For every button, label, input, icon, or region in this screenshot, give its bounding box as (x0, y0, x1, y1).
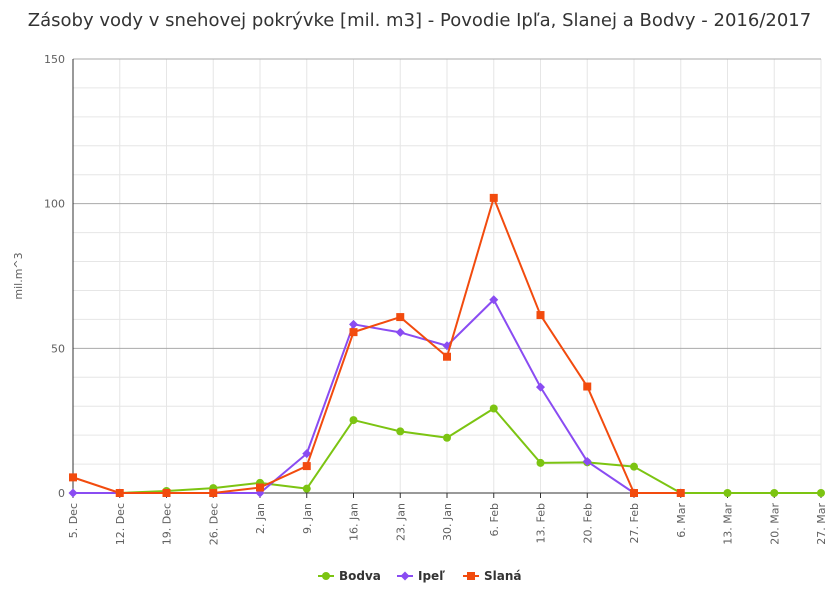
data-point-slana[interactable] (115, 489, 124, 497)
x-tick-label: 26. Dec (207, 503, 220, 545)
data-point-slana[interactable] (256, 483, 264, 492)
data-point-ipel[interactable] (582, 456, 592, 466)
data-point-slana[interactable] (583, 382, 592, 391)
data-point-bodva[interactable] (443, 433, 451, 442)
data-point-bodva[interactable] (770, 489, 779, 497)
x-tick-label: 9. Jan (301, 503, 314, 534)
x-tick-label: 13. Feb (535, 503, 548, 543)
data-point-ipel[interactable] (489, 295, 499, 305)
data-point-bodva[interactable] (396, 427, 405, 436)
legend-label: Ipeľ (418, 569, 445, 583)
data-point-ipel[interactable] (68, 488, 78, 498)
series-line-slana (72, 196, 681, 494)
y-tick-label: 100 (44, 198, 65, 211)
data-point-slana[interactable] (630, 489, 638, 497)
legend-marker (400, 571, 410, 581)
x-tick-label: 27. Mar (815, 503, 828, 545)
data-point-ipel[interactable] (536, 382, 545, 392)
x-tick-label: 6. Mar (675, 503, 688, 538)
data-point-slana[interactable] (162, 489, 171, 497)
data-point-bodva[interactable] (630, 462, 638, 471)
x-tick-label: 19. Dec (161, 503, 174, 545)
legend-label: Bodva (339, 569, 381, 583)
x-tick-label: 20. Mar (768, 503, 781, 545)
y-tick-label: 0 (58, 487, 65, 500)
data-point-bodva[interactable] (723, 489, 732, 497)
y-axis-title: mil.m^3 (12, 252, 25, 299)
data-point-slana[interactable] (209, 489, 218, 497)
data-point-bodva[interactable] (489, 404, 498, 413)
legend-item-slana[interactable]: Slaná (463, 569, 522, 583)
legend-marker (322, 572, 330, 580)
data-point-slana[interactable] (489, 193, 498, 202)
x-tick-label: 23. Jan (394, 503, 407, 541)
x-tick-label: 30. Jan (441, 503, 454, 541)
data-point-bodva[interactable] (349, 416, 358, 425)
x-tick-label: 13. Mar (722, 503, 735, 545)
data-point-ipel[interactable] (349, 319, 358, 329)
legend-item-bodva[interactable]: Bodva (318, 569, 381, 583)
x-tick-label: 27. Feb (628, 503, 641, 543)
data-point-slana[interactable] (536, 311, 545, 320)
data-point-ipel[interactable] (302, 449, 312, 459)
legend-marker (467, 572, 475, 580)
chart-title: Zásoby vody v snehovej pokrývke [mil. m3… (27, 10, 812, 31)
y-tick-label: 50 (51, 342, 65, 355)
series-slana (69, 193, 685, 497)
data-point-slana[interactable] (302, 462, 311, 471)
x-tick-label: 6. Feb (488, 503, 501, 536)
data-point-slana[interactable] (396, 313, 405, 322)
data-point-slana[interactable] (69, 473, 77, 482)
data-point-bodva[interactable] (302, 484, 311, 493)
data-point-bodva[interactable] (536, 458, 545, 467)
x-tick-label: 12. Dec (114, 503, 127, 545)
legend-label: Slaná (484, 569, 522, 583)
x-tick-label: 16. Jan (348, 503, 361, 541)
series-line-bodva (119, 407, 821, 494)
data-point-slana[interactable] (676, 489, 685, 497)
legend-item-ipel[interactable]: Ipeľ (397, 569, 445, 583)
y-tick-label: 150 (44, 53, 65, 66)
x-tick-label: 2. Jan (254, 503, 267, 534)
x-tick-label: 20. Feb (581, 503, 594, 543)
data-point-slana[interactable] (349, 328, 358, 337)
data-point-ipel[interactable] (395, 327, 405, 337)
data-point-bodva[interactable] (817, 489, 825, 497)
data-point-slana[interactable] (443, 352, 451, 361)
series-bodva (115, 404, 825, 497)
x-tick-label: 5. Dec (67, 503, 80, 538)
